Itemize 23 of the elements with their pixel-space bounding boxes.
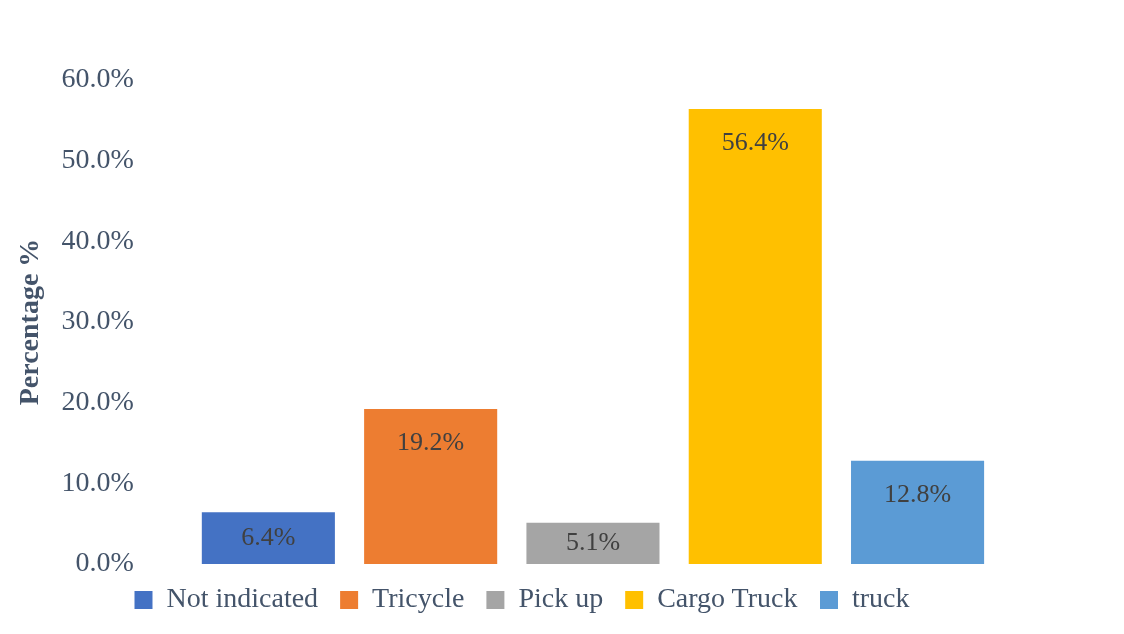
bar [688,109,822,564]
y-tick-label: 60.0% [61,62,134,94]
legend-label: truck [851,582,910,614]
y-tick-label: 0.0% [75,546,134,578]
y-tick-label: 40.0% [61,223,134,255]
legend-label: Cargo Truck [657,582,798,614]
data-label: 19.2% [397,426,465,456]
y-axis-title: Percentage % [13,238,45,406]
data-label: 56.4% [721,126,789,156]
legend-label: Not indicated [166,582,319,614]
bar [526,522,660,564]
y-tick-label: 30.0% [61,304,134,336]
bar [364,409,498,564]
data-label: 5.1% [565,527,621,557]
y-tick-label: 50.0% [61,143,134,175]
bar [851,460,985,564]
y-tick-label: 20.0% [61,385,134,417]
data-label: 6.4% [241,522,296,552]
data-label: 12.8% [883,478,952,508]
y-tick-label: 10.0% [61,465,134,497]
legend-label: Pick up [518,582,604,614]
bar [201,512,335,564]
legend-label: Tricycle [372,582,465,614]
